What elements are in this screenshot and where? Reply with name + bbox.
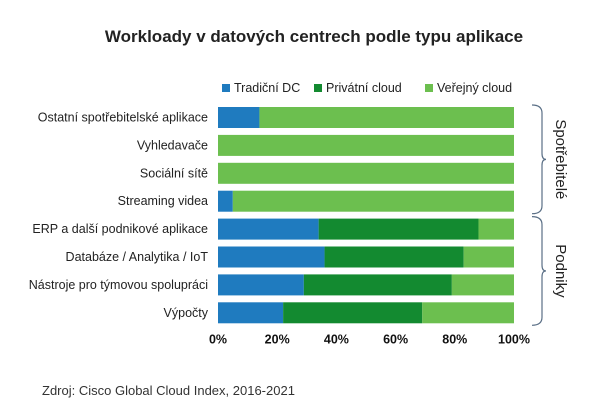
group-bracket bbox=[531, 104, 547, 215]
category-label: Databáze / Analytika / IoT bbox=[66, 250, 209, 264]
chart-title: Workloady v datových centrech podle typu… bbox=[105, 27, 523, 46]
group-label: Spotřebitelé bbox=[552, 119, 569, 199]
bar-segment bbox=[218, 302, 284, 324]
bar-segment bbox=[422, 302, 514, 324]
bar-segment bbox=[232, 190, 515, 212]
bar-segment bbox=[218, 218, 319, 240]
bar-segment bbox=[259, 107, 514, 128]
bar-segment bbox=[218, 246, 325, 268]
bar-segment bbox=[463, 246, 514, 268]
category-label: Nástroje pro týmovou spolupráci bbox=[29, 278, 208, 292]
group-bracket bbox=[531, 216, 547, 326]
category-label: Ostatní spotřebitelské aplikace bbox=[38, 111, 208, 125]
category-label: Vyhledavače bbox=[137, 138, 208, 152]
category-label: Sociální sítě bbox=[140, 166, 208, 180]
x-tick-label: 80% bbox=[442, 332, 467, 346]
group-label: Podniky bbox=[552, 244, 569, 298]
bar-segment bbox=[478, 218, 514, 240]
source-note: Zdroj: Cisco Global Cloud Index, 2016-20… bbox=[42, 383, 295, 398]
bar-segment bbox=[218, 162, 514, 184]
bar-segment bbox=[318, 218, 479, 240]
legend-label: Tradiční DC bbox=[234, 81, 300, 95]
legend-label: Privátní cloud bbox=[326, 81, 402, 95]
x-tick-label: 40% bbox=[324, 332, 349, 346]
legend-swatch bbox=[314, 84, 322, 92]
bar-segment bbox=[283, 302, 423, 324]
category-label: Výpočty bbox=[164, 306, 209, 320]
bar-segment bbox=[218, 134, 514, 156]
bar-segment bbox=[218, 274, 304, 296]
bar-segment bbox=[324, 246, 464, 268]
legend-swatch bbox=[425, 84, 433, 92]
x-tick-label: 0% bbox=[209, 332, 227, 346]
category-label: ERP a další podnikové aplikace bbox=[32, 222, 208, 236]
bar-segment bbox=[218, 107, 260, 128]
bar-segment bbox=[303, 274, 452, 296]
x-tick-label: 20% bbox=[265, 332, 290, 346]
legend-swatch bbox=[222, 84, 230, 92]
category-label: Streaming videa bbox=[118, 194, 208, 208]
legend-label: Veřejný cloud bbox=[437, 81, 512, 95]
x-tick-label: 100% bbox=[498, 332, 530, 346]
x-tick-label: 60% bbox=[383, 332, 408, 346]
bar-segment bbox=[218, 190, 233, 212]
bar-segment bbox=[451, 274, 514, 296]
